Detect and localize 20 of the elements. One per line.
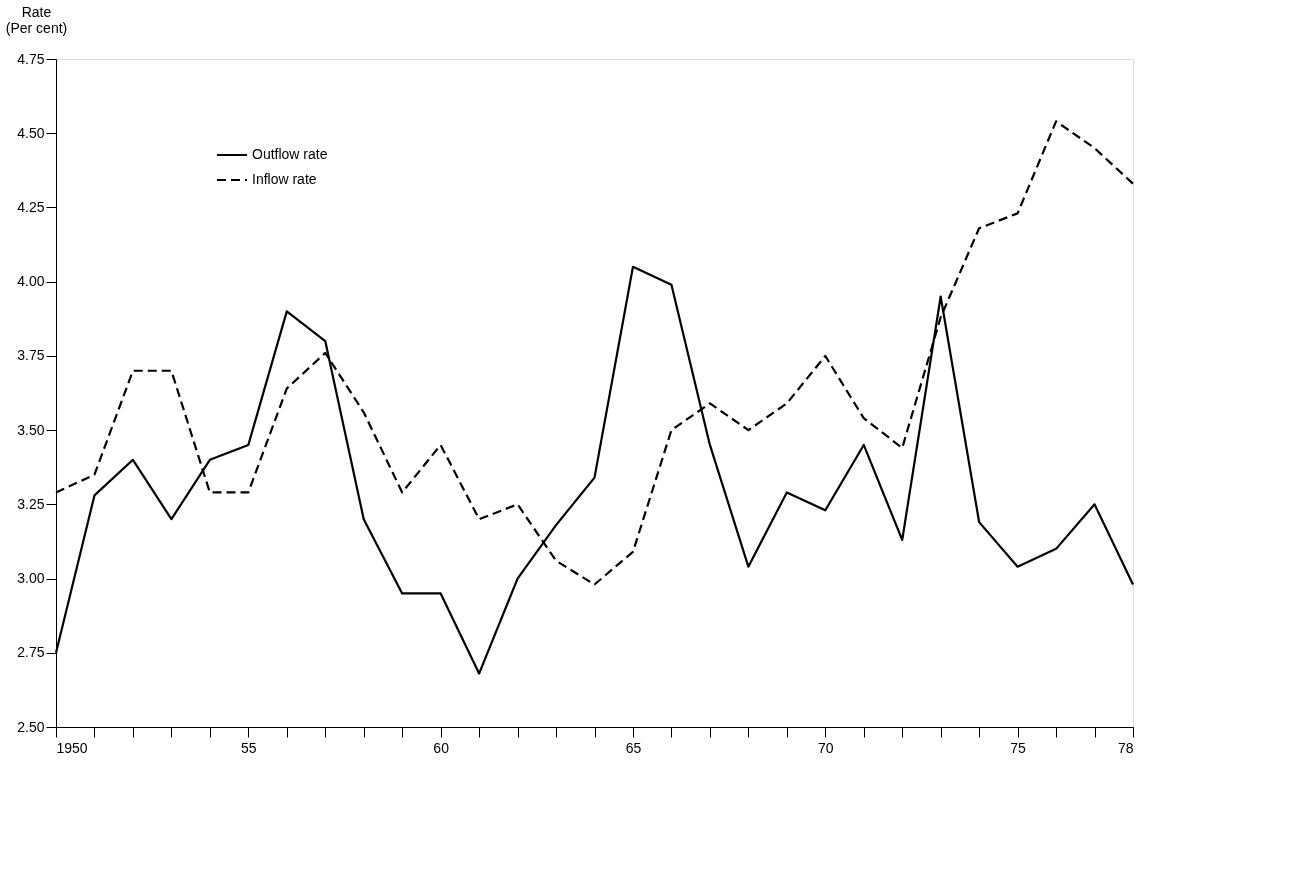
x-tick-label: 60 [433,739,450,756]
y-tick-label: 4.50 [17,124,45,141]
y-tick-label: 2.50 [17,718,45,735]
legend-label: Outflow rate [252,146,328,162]
y-tick-label: 4.75 [17,50,45,67]
x-tick-label: 78 [1117,739,1134,756]
y-tick-label: 4.25 [17,198,45,215]
x-tick-label: 55 [241,739,257,756]
y-tick-label: 3.50 [17,421,45,438]
y-tick-label: 3.00 [17,570,45,587]
x-tick-label: 65 [625,739,642,756]
y-tick-label: 3.25 [17,495,45,512]
x-tick-label: 1950 [56,739,88,756]
x-tick-label: 70 [818,739,834,756]
y-tick-label: 3.75 [17,347,45,364]
y-tick-label: 4.00 [17,273,45,290]
legend-label: Inflow rate [252,171,317,187]
x-tick-label: 75 [1010,739,1027,756]
y-axis-title: Rate (Per cent) [5,3,68,36]
y-tick-label: 2.75 [17,644,45,661]
